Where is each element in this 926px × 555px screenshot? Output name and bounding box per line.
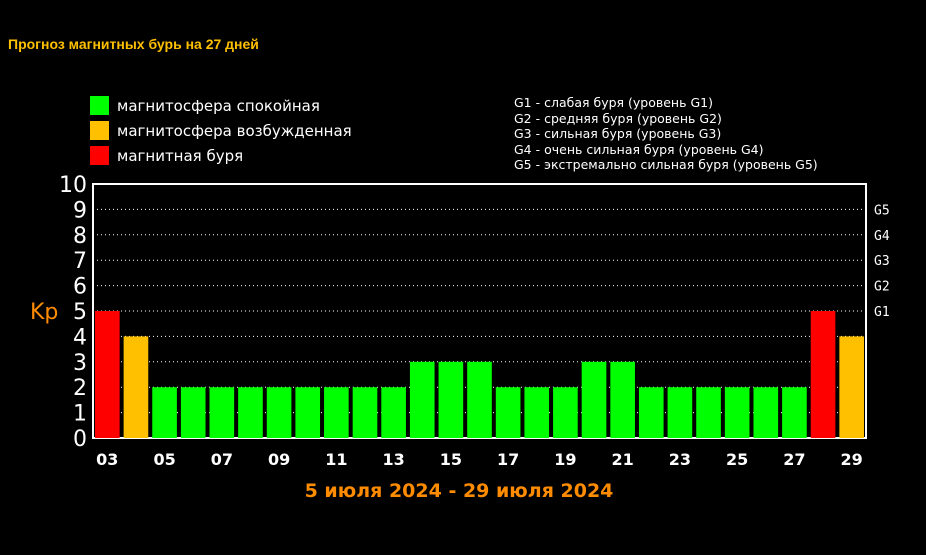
- x-tick-label-07: 07: [211, 450, 233, 469]
- bar-12: [352, 387, 378, 438]
- bar-07: [209, 387, 235, 438]
- bar-26: [753, 387, 779, 438]
- bar-21: [610, 361, 635, 438]
- legend: магнитосфера спокойная магнитосфера возб…: [90, 93, 352, 168]
- x-tick-label-13: 13: [382, 450, 404, 469]
- bar-10: [295, 387, 321, 438]
- legend-swatch-excited: [90, 121, 109, 140]
- bar-22: [638, 387, 664, 438]
- g-scale-g3: G3 - сильная буря (уровень G3): [514, 126, 722, 141]
- legend-swatch-calm: [90, 96, 109, 115]
- y-tick-label-5: 5: [73, 300, 87, 325]
- y-axis-label: Kp: [30, 300, 58, 325]
- y-tick-label-4: 4: [73, 325, 87, 350]
- bar-16: [467, 361, 492, 438]
- bar-08: [238, 387, 263, 438]
- bar-11: [324, 387, 349, 438]
- y-tick-label-0: 0: [73, 427, 87, 452]
- g-scale-legend: G1 - слабая буря (уровень G1) G2 - средн…: [514, 95, 818, 173]
- legend-label-calm: магнитосфера спокойная: [117, 96, 320, 115]
- y-tick-label-3: 3: [73, 351, 87, 376]
- legend-item-excited: магнитосфера возбужденная: [90, 118, 352, 143]
- x-tick-label-23: 23: [669, 450, 691, 469]
- y-tick-label-6: 6: [73, 275, 87, 300]
- bar-29: [839, 336, 864, 438]
- x-tick-label-17: 17: [497, 450, 519, 469]
- bar-06: [180, 387, 206, 438]
- g-scale-g2: G2 - средняя буря (уровень G2): [514, 110, 722, 126]
- bar-14: [409, 361, 435, 438]
- y-tick-label-7: 7: [73, 249, 87, 274]
- legend-item-calm: магнитосфера спокойная: [90, 93, 352, 118]
- x-tick-label-09: 09: [268, 450, 290, 469]
- bar-19: [553, 387, 578, 438]
- bar-17: [495, 387, 521, 438]
- x-tick-label-29: 29: [841, 450, 863, 469]
- g-scale-g1: G1 - слабая буря (уровень G1): [514, 95, 713, 110]
- bar-25: [724, 387, 750, 438]
- x-tick-label-19: 19: [554, 450, 576, 469]
- g-scale-g5: G5 - экстремально сильная буря (уровень …: [514, 157, 818, 172]
- date-range-caption: 5 июля 2024 - 29 июля 2024: [305, 480, 614, 502]
- bar-20: [581, 361, 607, 438]
- bar-15: [438, 361, 464, 438]
- x-tick-label-03: 03: [96, 450, 118, 469]
- bar-03: [95, 311, 120, 438]
- bar-18: [524, 387, 550, 438]
- bar-04: [123, 336, 149, 438]
- g-level-label-g4: G4: [874, 229, 890, 244]
- chart-title: Прогноз магнитных бурь на 27 дней: [8, 36, 259, 52]
- g-scale-g4: G4 - очень сильная буря (уровень G4): [514, 141, 764, 157]
- legend-label-storm: магнитная буря: [117, 146, 244, 165]
- bar-24: [696, 387, 721, 438]
- x-tick-label-15: 15: [440, 450, 462, 469]
- x-tick-label-25: 25: [726, 450, 748, 469]
- x-tick-label-05: 05: [153, 450, 175, 469]
- y-tick-label-9: 9: [73, 198, 87, 223]
- bar-09: [266, 387, 292, 438]
- y-tick-label-8: 8: [73, 224, 87, 249]
- y-tick-label-2: 2: [73, 376, 87, 401]
- g-level-label-g1: G1: [874, 305, 890, 320]
- legend-item-storm: магнитная буря: [90, 143, 352, 168]
- legend-label-excited: магнитосфера возбужденная: [117, 121, 352, 140]
- y-tick-label-10: 10: [59, 173, 87, 198]
- g-level-label-g5: G5: [874, 203, 890, 218]
- x-tick-label-11: 11: [325, 450, 347, 469]
- x-tick-label-27: 27: [783, 450, 805, 469]
- bar-27: [782, 387, 807, 438]
- bar-23: [667, 387, 693, 438]
- bar-13: [381, 387, 406, 438]
- g-level-label-g2: G2: [874, 280, 890, 295]
- g-level-label-g3: G3: [874, 254, 890, 269]
- y-tick-label-1: 1: [73, 402, 87, 427]
- legend-swatch-storm: [90, 146, 109, 165]
- x-tick-label-21: 21: [612, 450, 634, 469]
- bar-05: [152, 387, 177, 438]
- bar-28: [810, 311, 836, 438]
